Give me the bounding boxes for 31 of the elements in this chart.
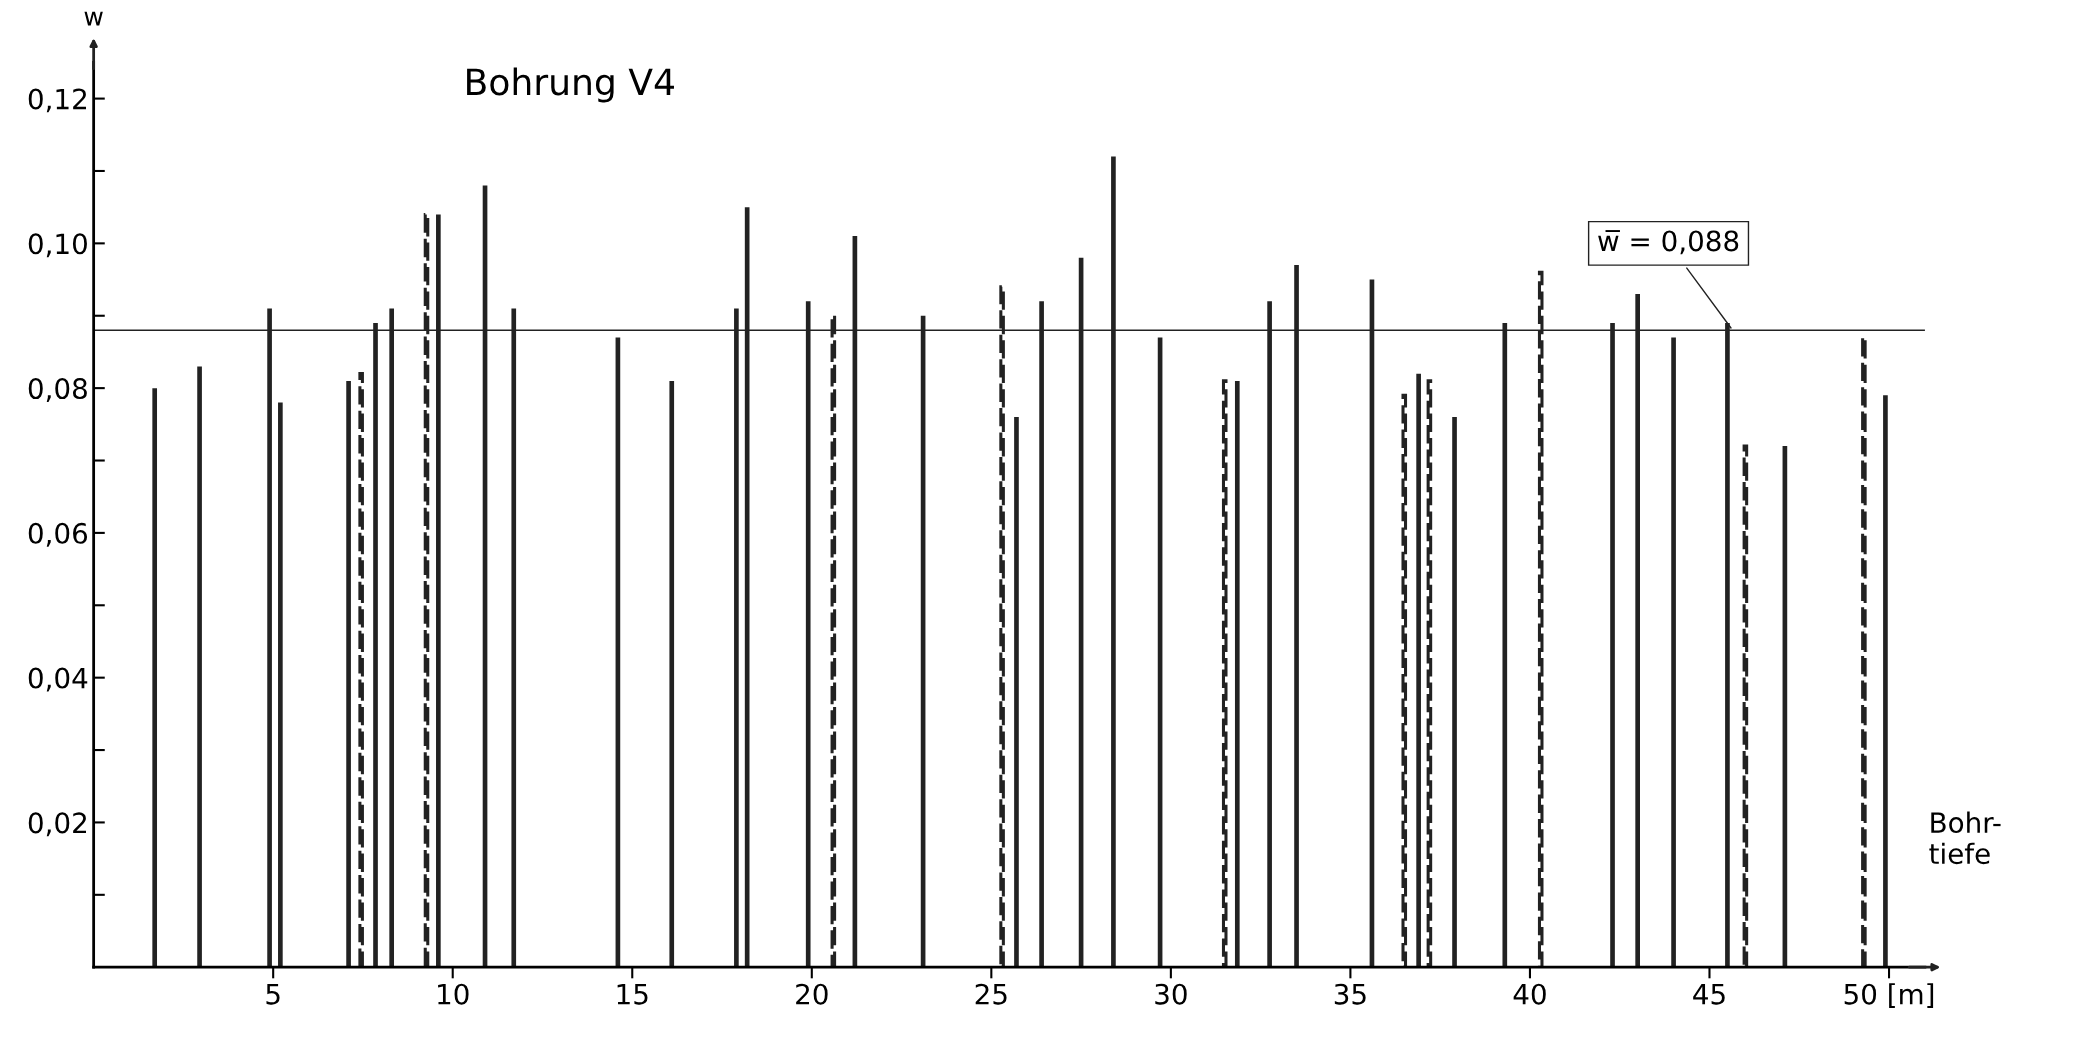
bar — [197, 366, 202, 968]
y-tick-label: 0,08 — [28, 378, 87, 402]
bar — [152, 388, 158, 968]
bar — [669, 380, 675, 968]
bar — [1883, 395, 1888, 968]
x-tick-label: 50 [m] — [1844, 983, 1934, 1008]
x-tick-label: 30 — [1155, 983, 1187, 1005]
x-tick-label: 5 — [266, 984, 280, 1005]
bar — [1452, 417, 1457, 968]
bar — [346, 380, 351, 968]
chart-title: Bohrung V4 — [467, 67, 674, 103]
x-axis-title: Bohr- tiefe — [1929, 811, 2001, 865]
x-tick-label: 10 — [438, 983, 469, 1005]
ref-line-label: w̅ = 0,088 — [1598, 230, 1739, 255]
x-tick-label: 35 — [1334, 983, 1366, 1005]
x-tick-label: 15 — [617, 984, 648, 1005]
bar — [278, 402, 283, 968]
bar — [1416, 373, 1421, 968]
x-tick-label: 40 — [1513, 983, 1546, 1005]
y-tick-label: 0,10 — [28, 233, 87, 258]
bar — [1234, 380, 1240, 968]
y-axis-title: w — [84, 11, 103, 26]
x-tick-label: 25 — [975, 983, 1007, 1005]
y-tick-label: 0,06 — [28, 522, 88, 547]
bar — [1014, 417, 1019, 968]
y-tick-label: 0,02 — [28, 812, 86, 837]
x-tick-label: 20 — [796, 983, 828, 1005]
y-tick-label: 0,04 — [28, 667, 88, 692]
y-tick-label: 0,12 — [28, 88, 86, 113]
x-tick-label: 45 — [1693, 984, 1725, 1005]
bar — [1671, 337, 1676, 968]
